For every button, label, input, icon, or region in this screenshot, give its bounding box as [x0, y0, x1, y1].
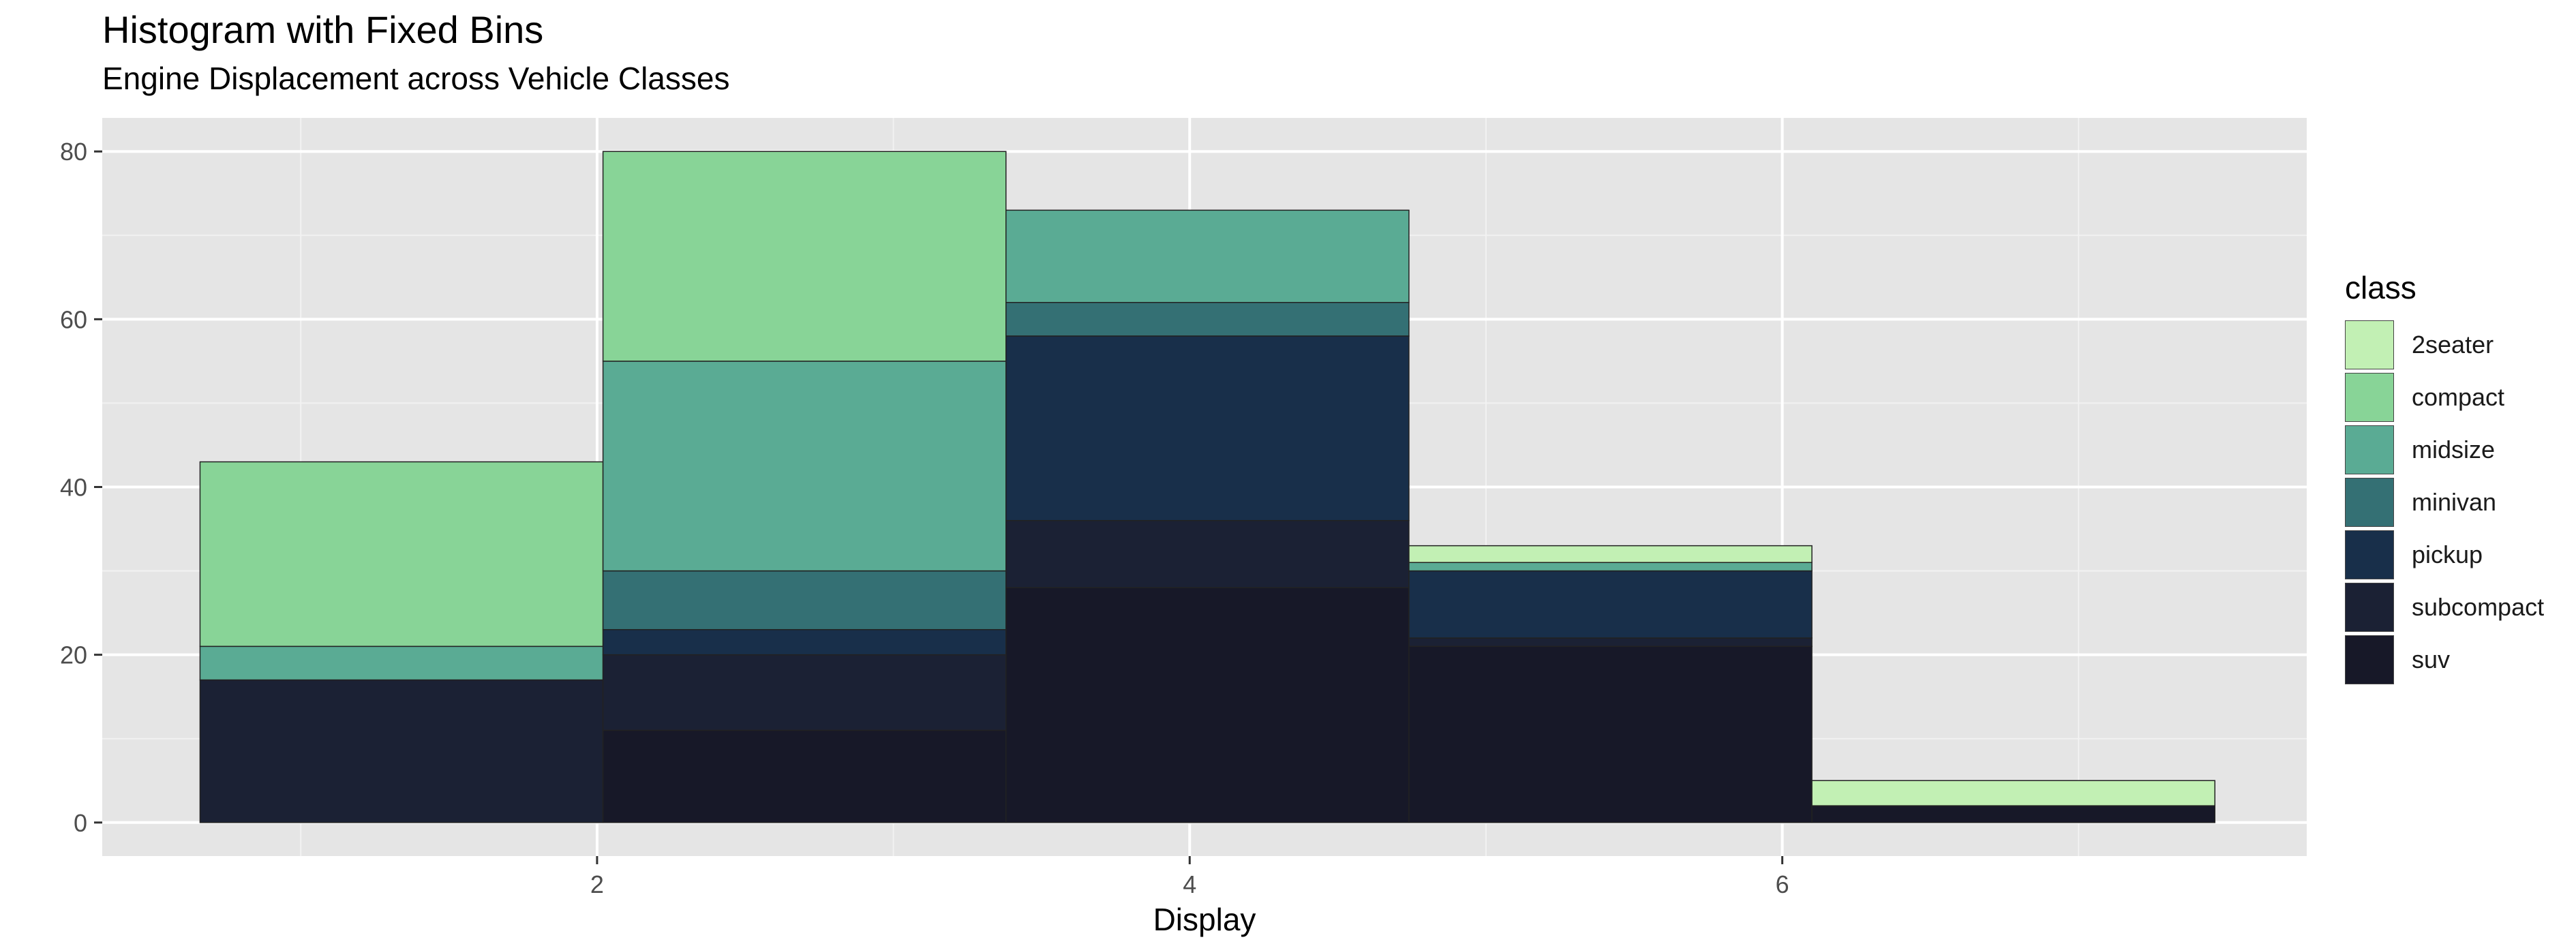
- bar-segment-subcompact: [602, 654, 1007, 731]
- legend-swatch: [2345, 530, 2394, 579]
- legend-item-subcompact: subcompact: [2345, 581, 2544, 633]
- x-tick-label: 6: [1776, 870, 1789, 898]
- bar-segment-2seater: [1408, 545, 1813, 564]
- bars-group: [199, 151, 2215, 823]
- bar-segment-suv: [1005, 587, 1410, 823]
- legend-item-minivan: minivan: [2345, 476, 2544, 528]
- legend-label: pickup: [2412, 540, 2483, 568]
- bar-segment-minivan: [1005, 302, 1410, 337]
- legend-item-suv: suv: [2345, 633, 2544, 686]
- x-axis-label: Display: [1153, 902, 1256, 937]
- legend-swatch: [2345, 372, 2394, 422]
- legend-item-midsize: midsize: [2345, 423, 2544, 476]
- y-tick-label: 0: [74, 809, 87, 837]
- bar-segment-subcompact: [1005, 519, 1410, 588]
- legend-swatch: [2345, 320, 2394, 369]
- legend-swatch: [2345, 582, 2394, 632]
- bar-segment-subcompact: [199, 679, 604, 823]
- bar-segment-2seater: [1811, 780, 2215, 806]
- bar-segment-compact: [199, 461, 604, 648]
- x-tick-label: 4: [1183, 870, 1196, 898]
- bar-segment-midsize: [602, 361, 1007, 572]
- chart-subtitle: Engine Displacement across Vehicle Class…: [102, 61, 730, 96]
- legend-swatch: [2345, 425, 2394, 474]
- bar-segment-subcompact: [1408, 637, 1813, 648]
- bar-segment-pickup: [1408, 570, 1813, 639]
- chart-title: Histogram with Fixed Bins: [102, 8, 544, 51]
- bar-segment-suv: [1408, 645, 1813, 823]
- bar-segment-midsize: [1408, 562, 1813, 572]
- legend-label: minivan: [2412, 487, 2497, 516]
- bar-segment-suv: [602, 729, 1007, 823]
- legend: class 2seater compact midsize minivan pickup…: [2345, 269, 2544, 686]
- bar-segment-midsize: [1005, 209, 1410, 303]
- legend-label: suv: [2412, 645, 2451, 673]
- bar-segment-compact: [602, 151, 1007, 362]
- legend-swatch: [2345, 477, 2394, 527]
- legend-item-pickup: pickup: [2345, 528, 2544, 581]
- legend-items: 2seater compact midsize minivan pickup subcom…: [2345, 318, 2544, 686]
- bar-segment-pickup: [1005, 335, 1410, 521]
- y-tick-label: 20: [60, 641, 87, 669]
- legend-item-compact: compact: [2345, 371, 2544, 423]
- axes-group: 0 20 40 60 80 2 4 6: [60, 138, 1789, 898]
- legend-label: midsize: [2412, 435, 2496, 463]
- legend-item-2seater: 2seater: [2345, 318, 2544, 371]
- bar-segment-suv: [1811, 805, 2215, 823]
- legend-swatch: [2345, 635, 2394, 684]
- y-tick-label: 80: [60, 138, 87, 166]
- bar-segment-minivan: [602, 570, 1007, 630]
- legend-label: compact: [2412, 382, 2505, 411]
- bar-segment-midsize: [199, 645, 604, 681]
- legend-label: 2seater: [2412, 330, 2494, 359]
- x-tick-label: 2: [590, 870, 604, 898]
- legend-title: class: [2345, 270, 2416, 305]
- legend-label: subcompact: [2412, 592, 2545, 621]
- y-tick-label: 40: [60, 474, 87, 502]
- y-tick-label: 60: [60, 305, 87, 333]
- bar-segment-pickup: [602, 628, 1007, 656]
